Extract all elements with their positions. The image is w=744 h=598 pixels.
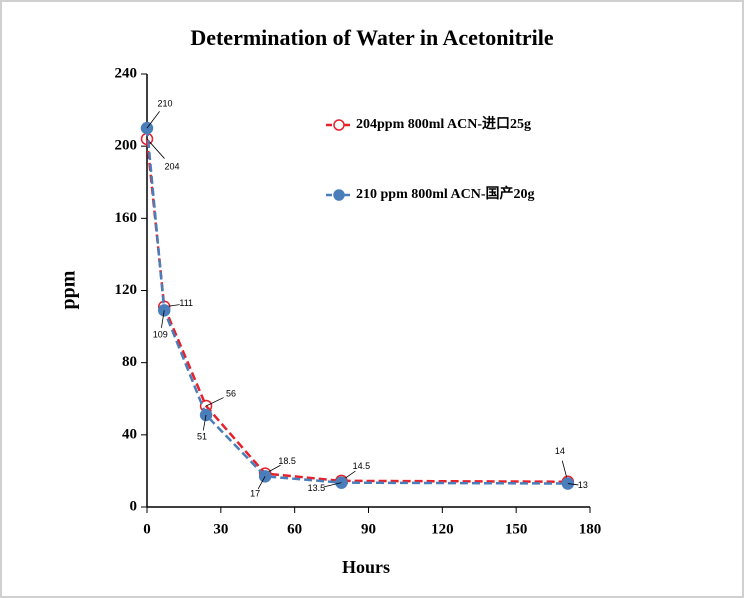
- y-tick-label: 240: [115, 65, 138, 81]
- data-label: 51: [197, 431, 207, 441]
- legend-marker: [333, 119, 345, 131]
- y-tick-label: 160: [115, 210, 138, 226]
- x-tick-label: 90: [361, 521, 376, 537]
- data-label: 210: [157, 99, 172, 109]
- x-axis-label: Hours: [342, 557, 390, 577]
- y-tick-label: 120: [115, 282, 138, 298]
- x-tick-label: 180: [579, 521, 602, 537]
- data-label: 14: [555, 446, 565, 456]
- data-label: 17: [250, 489, 260, 499]
- leader-line: [146, 111, 160, 129]
- leader-line: [202, 414, 207, 431]
- data-label: 14.5: [353, 461, 371, 471]
- leader-line: [567, 483, 579, 486]
- series-line: [145, 138, 568, 483]
- y-tick-label: 80: [122, 354, 137, 370]
- leader-line: [323, 482, 342, 488]
- x-tick-label: 120: [431, 521, 454, 537]
- series-line: [145, 128, 568, 485]
- leader-line: [146, 138, 165, 159]
- chart-title: Determination of Water in Acetonitrile: [190, 25, 554, 50]
- legend-marker: [333, 189, 345, 201]
- data-label: 204: [164, 161, 179, 171]
- y-tick-label: 200: [115, 138, 138, 154]
- legend-label: 204ppm 800ml ACN-进口25g: [356, 116, 531, 132]
- x-tick-label: 60: [287, 521, 302, 537]
- data-label: 18.5: [278, 456, 296, 466]
- y-axis-label: ppm: [58, 270, 80, 309]
- x-tick-label: 150: [505, 521, 528, 537]
- x-tick-label: 0: [143, 521, 151, 537]
- y-tick-label: 40: [122, 426, 137, 442]
- leader-line: [205, 397, 224, 407]
- y-tick-label: 0: [130, 498, 138, 514]
- data-label: 111: [179, 298, 193, 308]
- x-tick-label: 30: [213, 521, 228, 537]
- leader-line: [257, 476, 266, 490]
- data-label: 56: [226, 388, 236, 398]
- data-label: 13.5: [308, 483, 326, 493]
- leader-line: [161, 310, 165, 328]
- data-label: 13: [578, 480, 588, 490]
- legend-label: 210 ppm 800ml ACN-国产20g: [356, 185, 535, 202]
- data-label: 109: [153, 330, 168, 340]
